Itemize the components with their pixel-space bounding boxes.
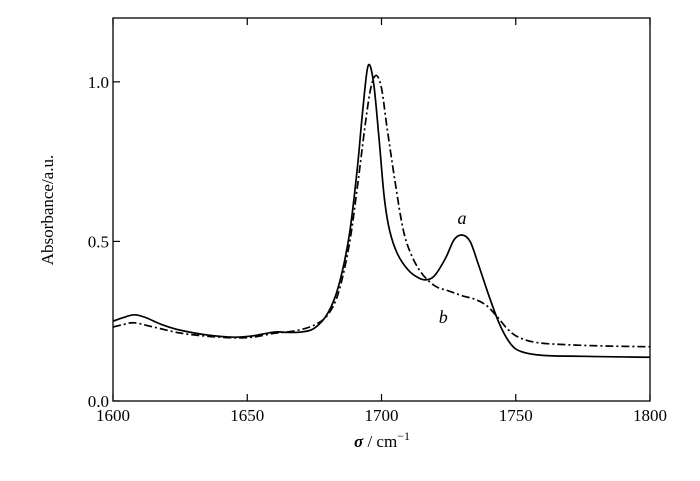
- x-tick-label-1750: 1750: [499, 406, 533, 425]
- x-axis-title: σ / cm−1: [354, 429, 410, 451]
- series-label-b: b: [439, 307, 448, 327]
- axis-tick-labels: 1600 1650 1700 1750 1800 0.0 0.5 1.0: [88, 73, 667, 425]
- y-tick-label-1: 1.0: [88, 73, 109, 92]
- y-axis-title: Absorbance/a.u.: [38, 155, 57, 265]
- series-b-line: [112, 74, 651, 348]
- axis-ticks: [112, 18, 651, 402]
- plot-frame: [112, 17, 651, 402]
- x-axis-unit-exponent: −1: [397, 429, 410, 443]
- y-tick-label-0.5: 0.5: [88, 232, 109, 251]
- x-axis-separator: /: [363, 432, 376, 451]
- series-labels: ab: [439, 208, 467, 327]
- y-tick-label-0: 0.0: [88, 392, 109, 411]
- x-tick-label-1650: 1650: [230, 406, 264, 425]
- x-tick-label-1800: 1800: [633, 406, 667, 425]
- x-axis-unit: cm: [376, 432, 397, 451]
- series-a-line: [112, 63, 651, 359]
- x-axis-symbol: σ: [354, 432, 364, 451]
- series-label-a: a: [458, 208, 467, 228]
- x-tick-label-1600: 1600: [96, 406, 130, 425]
- x-tick-label-1700: 1700: [365, 406, 399, 425]
- series-layer: [112, 63, 651, 359]
